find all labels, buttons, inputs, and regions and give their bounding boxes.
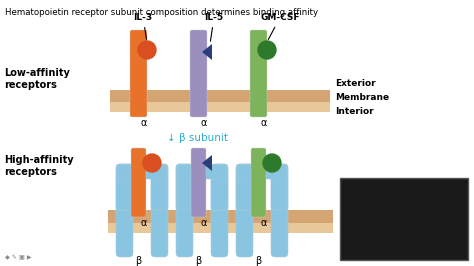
- Circle shape: [263, 154, 281, 172]
- FancyBboxPatch shape: [271, 164, 288, 257]
- Circle shape: [138, 41, 156, 59]
- Text: High-affinity
receptors: High-affinity receptors: [4, 155, 73, 177]
- FancyBboxPatch shape: [176, 164, 193, 257]
- FancyBboxPatch shape: [116, 164, 133, 210]
- Polygon shape: [202, 155, 212, 171]
- Text: IL-3: IL-3: [134, 13, 153, 39]
- FancyBboxPatch shape: [131, 148, 146, 217]
- Bar: [108, 223, 333, 233]
- Text: Exterior: Exterior: [335, 78, 375, 88]
- Text: Membrane: Membrane: [335, 93, 389, 102]
- Polygon shape: [202, 44, 212, 60]
- Bar: [108, 210, 333, 223]
- Text: Hematopoietin receptor subunit composition determines binding affinity: Hematopoietin receptor subunit compositi…: [5, 8, 318, 17]
- Text: ↓ β subunit: ↓ β subunit: [167, 133, 228, 143]
- FancyBboxPatch shape: [271, 164, 288, 210]
- FancyBboxPatch shape: [176, 164, 193, 210]
- FancyBboxPatch shape: [116, 164, 133, 257]
- Circle shape: [143, 154, 161, 172]
- Text: β: β: [195, 256, 201, 266]
- Text: α: α: [201, 218, 207, 228]
- Circle shape: [258, 41, 276, 59]
- FancyBboxPatch shape: [190, 30, 207, 117]
- Text: β: β: [135, 256, 141, 266]
- FancyBboxPatch shape: [236, 164, 253, 257]
- FancyBboxPatch shape: [151, 164, 168, 257]
- Text: Interior: Interior: [335, 107, 374, 117]
- FancyBboxPatch shape: [151, 164, 168, 210]
- Bar: [340, 178, 468, 260]
- Text: α: α: [141, 218, 147, 228]
- FancyBboxPatch shape: [236, 164, 253, 210]
- FancyBboxPatch shape: [237, 165, 287, 179]
- Text: α: α: [261, 218, 267, 228]
- FancyBboxPatch shape: [177, 165, 227, 179]
- FancyBboxPatch shape: [117, 165, 167, 179]
- Text: α: α: [201, 118, 207, 128]
- Text: α: α: [141, 118, 147, 128]
- FancyBboxPatch shape: [250, 30, 267, 117]
- Text: IL-5: IL-5: [204, 13, 224, 41]
- Text: GM-CSF: GM-CSF: [260, 13, 300, 40]
- Text: Low-affinity
receptors: Low-affinity receptors: [4, 68, 70, 90]
- Text: β: β: [255, 256, 261, 266]
- FancyBboxPatch shape: [211, 164, 228, 257]
- Text: α: α: [261, 118, 267, 128]
- FancyBboxPatch shape: [130, 30, 147, 117]
- FancyBboxPatch shape: [211, 164, 228, 210]
- Bar: [110, 102, 330, 112]
- FancyBboxPatch shape: [251, 148, 266, 217]
- Bar: [110, 90, 330, 102]
- Text: ◆ ✎ ▣ ▶: ◆ ✎ ▣ ▶: [5, 255, 32, 260]
- FancyBboxPatch shape: [191, 148, 206, 217]
